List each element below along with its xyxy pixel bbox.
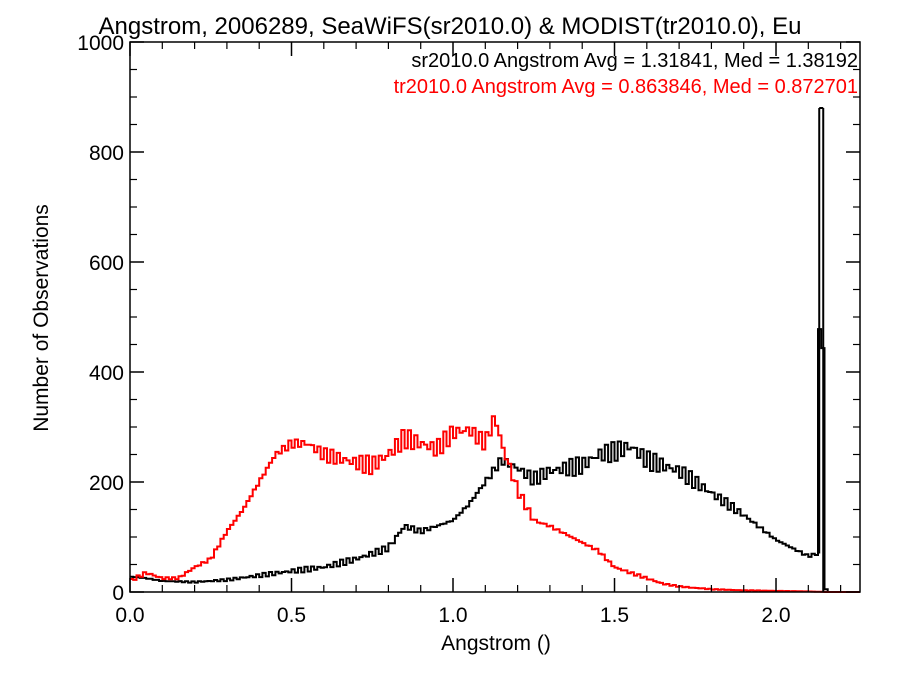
annotation-1: tr2010.0 Angstrom Avg = 0.863846, Med = … xyxy=(394,76,858,98)
y-tick-label: 200 xyxy=(89,472,124,495)
x-tick-label: 1.5 xyxy=(600,604,629,627)
annotation-0: sr2010.0 Angstrom Avg = 1.31841, Med = 1… xyxy=(411,50,858,72)
y-axis-label: Number of Observations xyxy=(30,204,53,432)
y-tick-label: 600 xyxy=(89,252,124,275)
x-axis-label: Angstrom () xyxy=(441,632,551,655)
y-tick-label: 800 xyxy=(89,142,124,165)
x-tick-label: 2.0 xyxy=(761,604,790,627)
x-tick-label: 0.5 xyxy=(277,604,306,627)
y-tick-label: 400 xyxy=(89,362,124,385)
x-tick-label: 0.0 xyxy=(115,604,144,627)
chart-title: Angstrom, 2006289, SeaWiFS(sr2010.0) & M… xyxy=(99,13,802,40)
histogram-series-0 xyxy=(130,328,860,593)
histogram-series-1 xyxy=(130,415,860,593)
y-tick-label: 0 xyxy=(112,582,124,605)
plot-frame xyxy=(129,41,861,593)
x-tick-label: 1.0 xyxy=(438,604,467,627)
y-tick-label: 1000 xyxy=(77,32,124,55)
